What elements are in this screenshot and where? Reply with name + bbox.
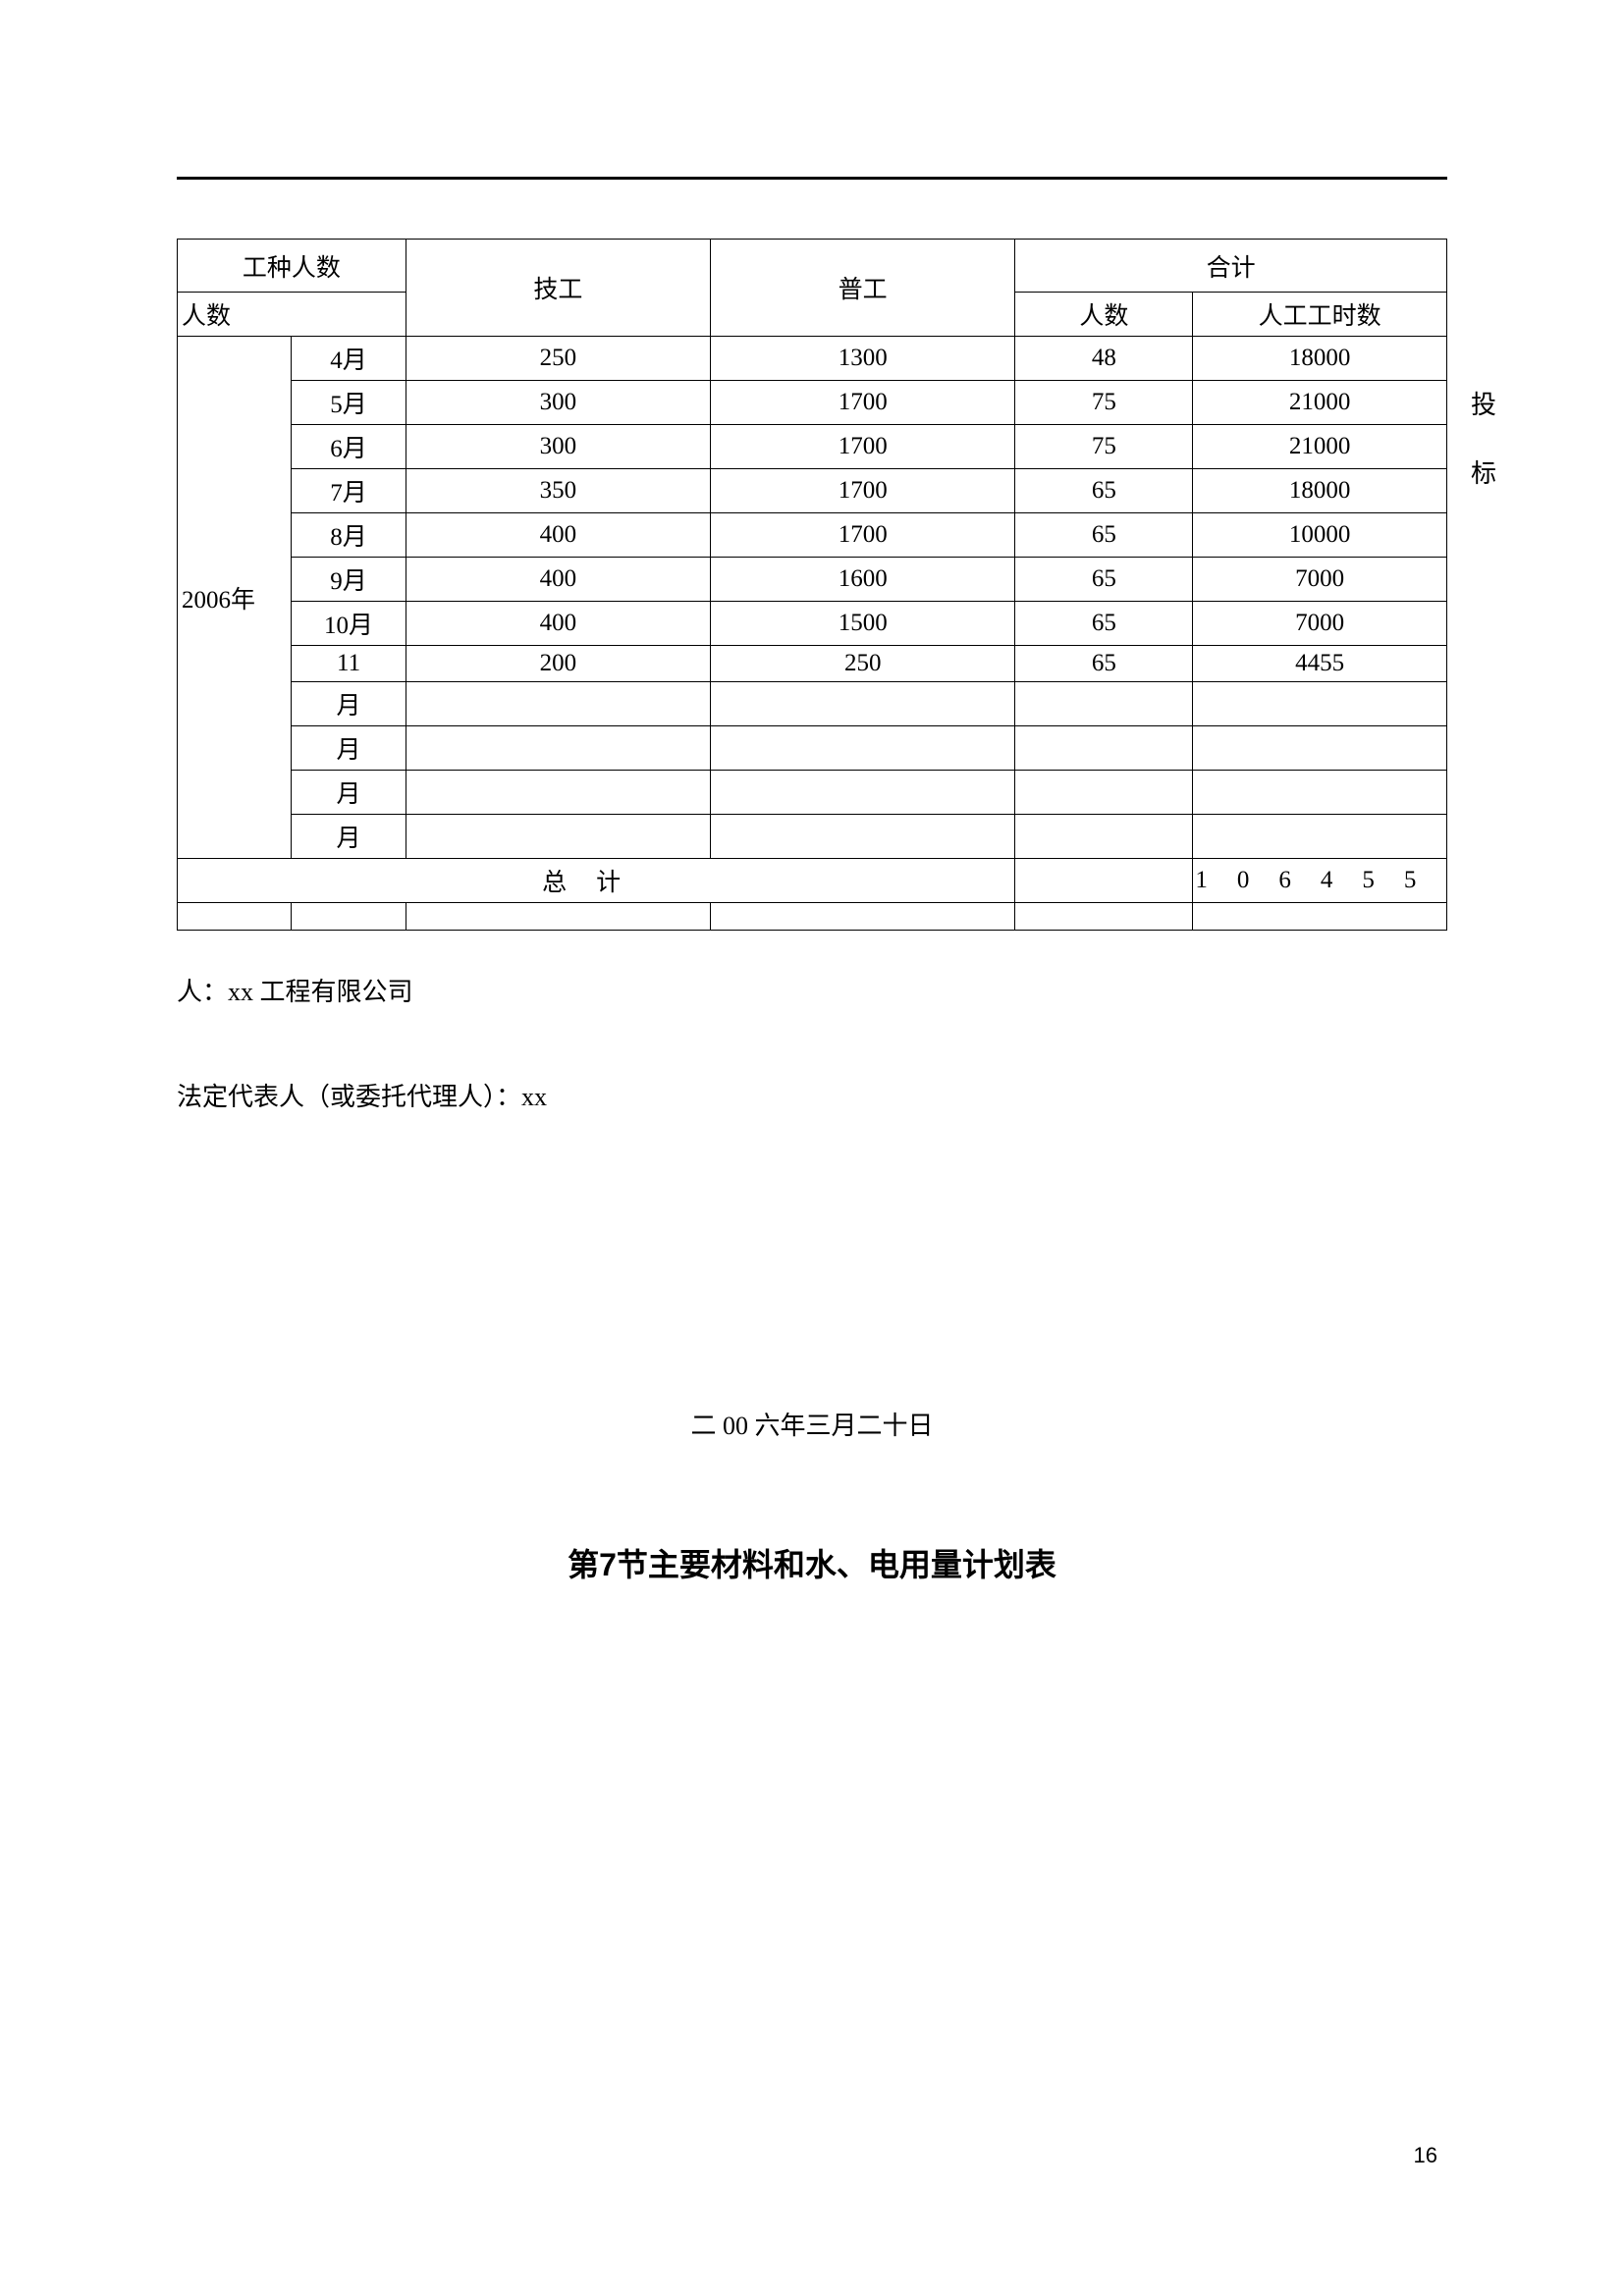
month-cell: 4月: [292, 337, 406, 381]
pugong-cell: [711, 682, 1015, 726]
date-line: 二 00 六年三月二十日: [177, 1406, 1447, 1442]
jigong-cell: 250: [406, 337, 710, 381]
pugong-cell: 1700: [711, 469, 1015, 513]
gongshi-cell: [1193, 815, 1447, 859]
side-char-1: 投: [1471, 385, 1496, 421]
total-label: 总计: [178, 859, 1015, 903]
month-cell: 10月: [292, 602, 406, 646]
pugong-cell: 250: [711, 646, 1015, 682]
gongshi-cell: 21000: [1193, 381, 1447, 425]
empty-cell: [1193, 903, 1447, 931]
renshu-cell: 75: [1015, 381, 1193, 425]
month-cell: 7月: [292, 469, 406, 513]
renshu-cell: 65: [1015, 469, 1193, 513]
renshu-cell: 65: [1015, 646, 1193, 682]
month-cell: 5月: [292, 381, 406, 425]
pugong-cell: 1600: [711, 558, 1015, 602]
renshu-cell: 65: [1015, 558, 1193, 602]
jigong-cell: [406, 771, 710, 815]
gongshi-cell: [1193, 726, 1447, 771]
renshu-cell: [1015, 682, 1193, 726]
bidder-line: 人：xx 工程有限公司: [177, 970, 1447, 1016]
header-renshu: 人数: [1015, 293, 1193, 337]
gongshi-cell: 21000: [1193, 425, 1447, 469]
renshu-cell: [1015, 815, 1193, 859]
section-num: 7: [599, 1547, 617, 1582]
year-cell: 2006年: [178, 337, 292, 859]
month-cell: 8月: [292, 513, 406, 558]
gongshi-cell: 7000: [1193, 602, 1447, 646]
month-cell: 9月: [292, 558, 406, 602]
page-number: 16: [1414, 2143, 1437, 2168]
pugong-cell: [711, 771, 1015, 815]
empty-cell: [711, 903, 1015, 931]
jigong-cell: 400: [406, 513, 710, 558]
month-cell: 月: [292, 682, 406, 726]
section-rest: 节主要材料和水、电用量计划表: [617, 1547, 1056, 1582]
pugong-cell: 1700: [711, 513, 1015, 558]
header-gongshi: 人工工时数: [1193, 293, 1447, 337]
renshu-cell: 65: [1015, 513, 1193, 558]
header-renshu-left: 人数: [178, 293, 406, 337]
empty-cell: [292, 903, 406, 931]
renshu-cell: 65: [1015, 602, 1193, 646]
header-gongzhong: 工种人数: [178, 240, 406, 293]
empty-cell: [1015, 903, 1193, 931]
jigong-cell: [406, 815, 710, 859]
section-7-title: 第7节主要材料和水、电用量计划表: [177, 1540, 1447, 1585]
pugong-cell: 1500: [711, 602, 1015, 646]
renshu-cell: [1015, 771, 1193, 815]
jigong-cell: 200: [406, 646, 710, 682]
representative-line: 法定代表人（或委托代理人）：xx: [177, 1075, 1447, 1121]
empty-cell: [178, 903, 292, 931]
side-char-2: 标: [1471, 454, 1496, 490]
jigong-cell: [406, 726, 710, 771]
pugong-cell: 1700: [711, 425, 1015, 469]
gongshi-cell: [1193, 771, 1447, 815]
month-cell: 6月: [292, 425, 406, 469]
jigong-cell: 400: [406, 602, 710, 646]
jigong-cell: [406, 682, 710, 726]
total-value: 106455: [1193, 859, 1447, 903]
pugong-cell: 1300: [711, 337, 1015, 381]
pugong-cell: 1700: [711, 381, 1015, 425]
labor-table-wrap: 工种人数 技工 普工 合计 人数 人数 人工工时数 2006年 4月 250 1…: [177, 239, 1447, 931]
gongshi-cell: 18000: [1193, 337, 1447, 381]
gongshi-cell: [1193, 682, 1447, 726]
gongshi-cell: 10000: [1193, 513, 1447, 558]
gongshi-cell: 7000: [1193, 558, 1447, 602]
gongshi-cell: 18000: [1193, 469, 1447, 513]
header-heji: 合计: [1015, 240, 1447, 293]
jigong-cell: 400: [406, 558, 710, 602]
labor-table: 工种人数 技工 普工 合计 人数 人数 人工工时数 2006年 4月 250 1…: [177, 239, 1447, 931]
month-cell: 月: [292, 771, 406, 815]
jigong-cell: 300: [406, 425, 710, 469]
month-cell: 月: [292, 726, 406, 771]
header-pugong: 普工: [711, 240, 1015, 337]
top-rule: [177, 177, 1447, 180]
month-cell: 月: [292, 815, 406, 859]
renshu-cell: [1015, 726, 1193, 771]
renshu-cell: 75: [1015, 425, 1193, 469]
pugong-cell: [711, 815, 1015, 859]
header-jigong: 技工: [406, 240, 710, 337]
renshu-cell: 48: [1015, 337, 1193, 381]
jigong-cell: 350: [406, 469, 710, 513]
empty-cell: [406, 903, 710, 931]
month-cell: 11: [292, 646, 406, 682]
section-prefix: 第: [568, 1547, 599, 1582]
gongshi-cell: 4455: [1193, 646, 1447, 682]
pugong-cell: [711, 726, 1015, 771]
total-blank: [1015, 859, 1193, 903]
jigong-cell: 300: [406, 381, 710, 425]
